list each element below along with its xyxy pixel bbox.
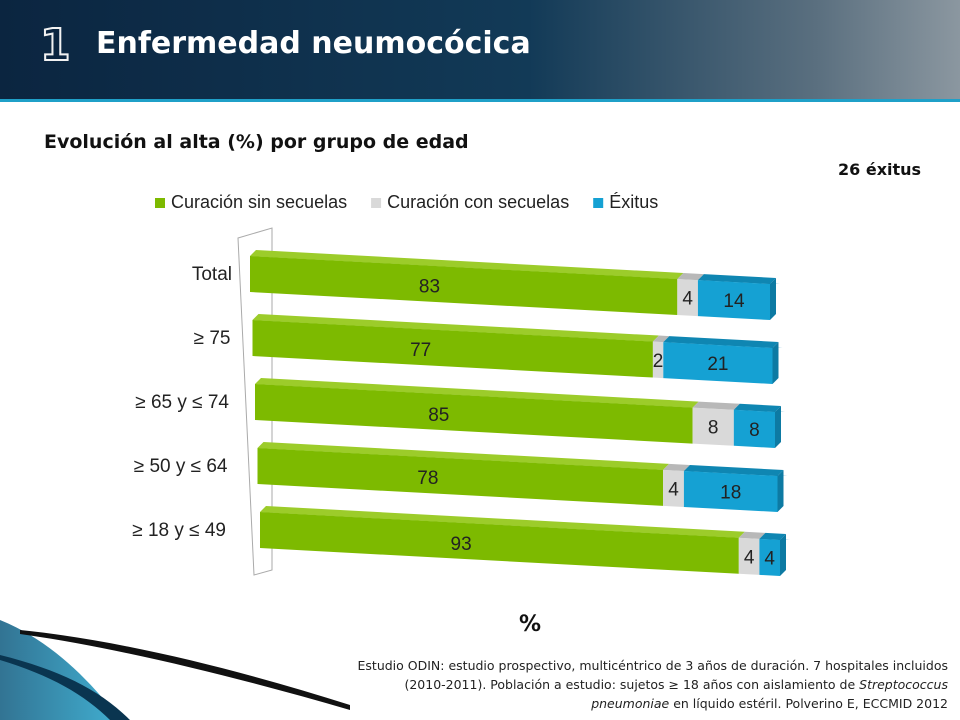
slide-title: Enfermedad neumocócica bbox=[96, 26, 531, 61]
bar-r4-s0 bbox=[260, 512, 739, 574]
category-label-2: ≥ 65 y ≤ 74 bbox=[135, 392, 229, 413]
chart-subtitle: Evolución al alta (%) por grupo de edad bbox=[44, 131, 469, 153]
footnote-species: Streptococcus pneumoniae bbox=[591, 677, 948, 711]
bar-value-r2-s2: 8 bbox=[749, 420, 760, 441]
bar-value-r0-s0: 83 bbox=[419, 277, 440, 298]
bar-side-r3 bbox=[777, 470, 784, 512]
bar-r0-s2 bbox=[697, 280, 770, 320]
category-label-4: ≥ 18 y ≤ 49 bbox=[132, 520, 226, 541]
bar-value-r4-s2: 4 bbox=[764, 548, 775, 569]
bar-r2-s0 bbox=[255, 384, 693, 444]
bar-topface-r3-s1 bbox=[663, 463, 690, 471]
bar-value-r1-s0: 77 bbox=[410, 340, 431, 361]
exitus-note: 26 éxitus bbox=[838, 160, 922, 179]
bar-topface-r2-s2 bbox=[733, 403, 781, 412]
legend-label-2: Éxitus bbox=[609, 192, 658, 212]
header-banner bbox=[0, 0, 960, 100]
category-label-1: ≥ 75 bbox=[194, 328, 231, 349]
bar-side-r1 bbox=[772, 342, 779, 384]
bar-value-r0-s1: 4 bbox=[682, 289, 693, 310]
bar-r3-s1 bbox=[663, 469, 684, 507]
bar-r4-s1 bbox=[738, 537, 760, 575]
bar-topface-r2-s1 bbox=[692, 401, 740, 410]
bar-value-r3-s0: 78 bbox=[417, 468, 438, 489]
stacked-bar-chart: Curación sin secuelas Curación con secuel… bbox=[0, 180, 960, 640]
slide-number: 1 bbox=[39, 19, 72, 72]
bar-value-r2-s0: 85 bbox=[428, 405, 449, 426]
bar-r1-s2 bbox=[663, 342, 773, 384]
bar-r3-s0 bbox=[257, 448, 664, 506]
bar-value-r3-s1: 4 bbox=[668, 479, 679, 500]
bar-r1-s0 bbox=[252, 320, 653, 378]
study-footnote: Estudio ODIN: estudio prospectivo, multi… bbox=[348, 656, 948, 713]
bar-topface-r1-s2 bbox=[663, 336, 779, 348]
bar-side-r0 bbox=[770, 278, 776, 320]
legend-label-1: Curación con secuelas bbox=[387, 192, 569, 212]
bar-topface-r0-s2 bbox=[697, 274, 776, 284]
bar-r3-s2 bbox=[683, 470, 778, 512]
bar-topface-r4-s1 bbox=[738, 531, 766, 539]
bar-r2-s1 bbox=[692, 407, 734, 446]
bar-topface-r3-s0 bbox=[257, 442, 670, 470]
bar-r1-s1 bbox=[652, 341, 664, 379]
bar-value-r4-s0: 93 bbox=[451, 534, 472, 555]
bar-r4-s2 bbox=[759, 538, 780, 576]
decorative-swoosh bbox=[0, 620, 350, 720]
bar-side-r4 bbox=[780, 534, 786, 576]
bar-value-r1-s2: 21 bbox=[707, 354, 728, 375]
bar-topface-r1-s1 bbox=[652, 335, 670, 343]
bar-topface-r4-s0 bbox=[260, 506, 745, 538]
bar-side-r2 bbox=[775, 406, 781, 448]
bar-r2-s2 bbox=[733, 409, 775, 448]
bar-value-r1-s1: 2 bbox=[653, 351, 664, 372]
x-axis-label: % bbox=[519, 612, 541, 637]
footnote-text-1: Estudio ODIN: estudio prospectivo, multi… bbox=[357, 658, 948, 692]
footnote-text-2: en líquido estéril. Polverino E, ECCMID … bbox=[669, 696, 948, 711]
bar-value-r3-s2: 18 bbox=[720, 482, 741, 503]
bar-value-r2-s1: 8 bbox=[708, 418, 719, 439]
header-divider bbox=[0, 99, 960, 102]
bar-r0-s0 bbox=[250, 256, 678, 316]
legend-swatch-2 bbox=[593, 198, 604, 208]
chart-svg: Curación sin secuelas Curación con secuel… bbox=[132, 192, 790, 637]
chart-back-wall bbox=[237, 227, 273, 576]
bar-topface-r3-s2 bbox=[683, 464, 784, 476]
legend-swatch-1 bbox=[371, 198, 382, 208]
bar-topface-r2-s0 bbox=[255, 378, 699, 408]
legend-swatch-0 bbox=[155, 198, 165, 208]
legend-label-0: Curación sin secuelas bbox=[171, 192, 347, 212]
bar-value-r0-s2: 14 bbox=[723, 291, 745, 312]
bar-topface-r4-s2 bbox=[759, 532, 786, 540]
bar-topface-r1-s0 bbox=[252, 314, 659, 342]
bar-value-r4-s1: 4 bbox=[744, 547, 755, 568]
bar-r0-s1 bbox=[677, 279, 698, 317]
bar-topface-r0-s1 bbox=[677, 273, 704, 281]
bar-topface-r0-s0 bbox=[250, 250, 684, 280]
category-label-0: Total bbox=[192, 264, 232, 285]
category-label-3: ≥ 50 y ≤ 64 bbox=[134, 456, 228, 477]
